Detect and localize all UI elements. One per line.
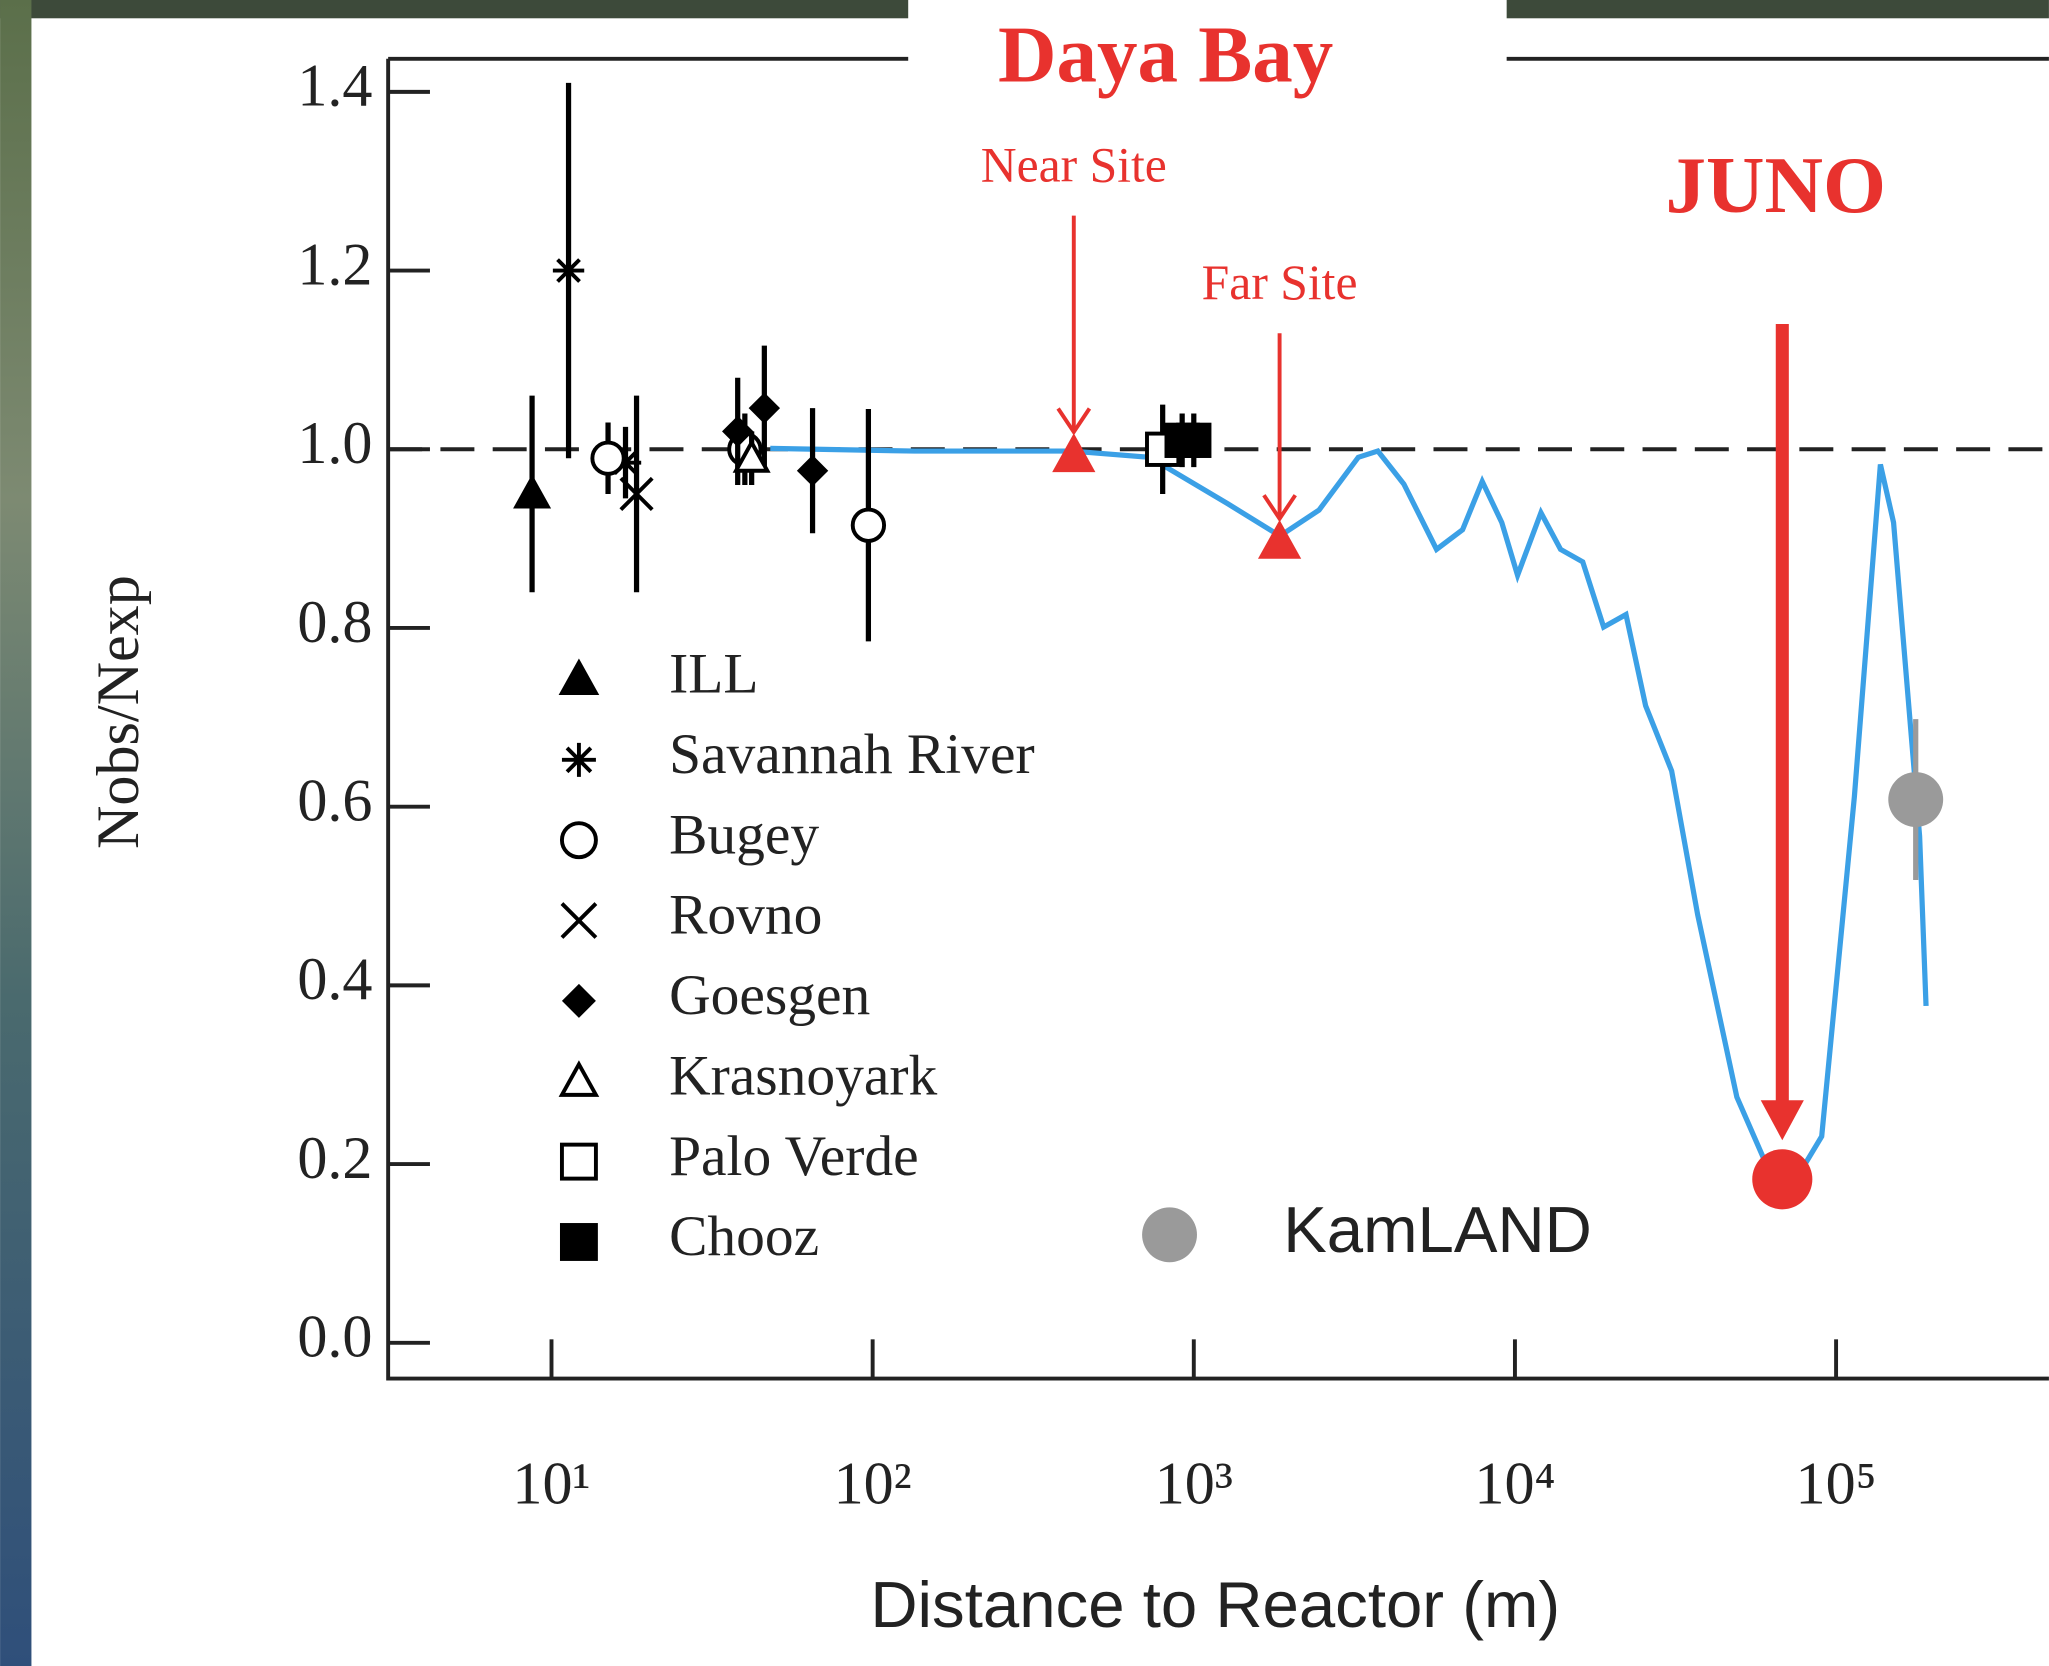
x-tick-label: 10² <box>834 1450 912 1517</box>
highlight-point <box>1052 433 1096 473</box>
data-point <box>796 455 829 487</box>
legend-label: Bugey <box>669 803 819 866</box>
data-point <box>1176 422 1212 458</box>
x-tick-label: 10⁵ <box>1796 1450 1877 1517</box>
x-tick-label: 10³ <box>1155 1450 1233 1517</box>
legend-marker <box>1142 1207 1197 1263</box>
y-tick-label: 1.2 <box>297 231 372 298</box>
data-point <box>590 440 626 476</box>
y-tick-label: 1.0 <box>297 410 372 477</box>
data-point <box>552 254 585 287</box>
annotation: Far Site <box>1202 255 1358 310</box>
annotation: Near Site <box>981 137 1167 192</box>
legend-label: Goesgen <box>669 964 870 1027</box>
y-tick-label: 0.8 <box>297 589 372 656</box>
annotation: JUNO <box>1666 140 1887 230</box>
y-tick-label: 0.4 <box>297 946 372 1013</box>
legend-label: Krasnoyark <box>669 1044 937 1107</box>
legend-marker <box>561 983 596 1018</box>
data-point <box>619 476 654 512</box>
x-tick-label: 10⁴ <box>1474 1450 1555 1517</box>
legend-label: Chooz <box>669 1205 819 1268</box>
y-tick-label: 1.4 <box>297 53 372 120</box>
chart-title: Daya Bay <box>998 9 1333 99</box>
legend-label: Rovno <box>669 884 822 947</box>
legend-marker <box>559 821 598 860</box>
legend-marker <box>558 658 600 696</box>
legend-label: KamLAND <box>1283 1193 1592 1266</box>
annotation-arrowhead <box>1262 494 1297 523</box>
plot-frame <box>386 56 2049 1381</box>
legend-marker <box>559 1223 598 1261</box>
highlight-point <box>1257 519 1302 559</box>
y-tick-label: 0.0 <box>297 1304 372 1371</box>
highlight-point <box>1752 1149 1813 1210</box>
background-strip <box>0 0 32 1666</box>
data-point <box>722 415 754 448</box>
legend-label: Palo Verde <box>669 1125 919 1188</box>
data-point <box>1888 772 1944 827</box>
annotation-arrowhead <box>1760 1100 1804 1141</box>
legend-label: Savannah River <box>669 723 1035 786</box>
title-box <box>908 0 1507 58</box>
oscillation-curve <box>770 445 1929 1208</box>
data-point <box>732 438 771 473</box>
legend-marker <box>561 742 596 777</box>
legend-marker <box>558 1060 600 1097</box>
legend-marker <box>560 902 598 939</box>
data-point <box>850 507 887 543</box>
data-point <box>513 474 552 509</box>
y-tick-label: 0.2 <box>297 1125 372 1192</box>
y-axis-label: Nobs/Nexp <box>85 575 152 849</box>
data-point <box>609 446 642 479</box>
legend-label: ILL <box>669 643 758 706</box>
x-axis-label: Distance to Reactor (m) <box>870 1568 1560 1641</box>
legend-marker <box>559 1142 598 1181</box>
x-tick-label: 10¹ <box>512 1450 590 1517</box>
y-tick-label: 0.6 <box>297 767 372 834</box>
annotation-arrowhead <box>1056 407 1092 436</box>
data-point <box>748 392 781 424</box>
